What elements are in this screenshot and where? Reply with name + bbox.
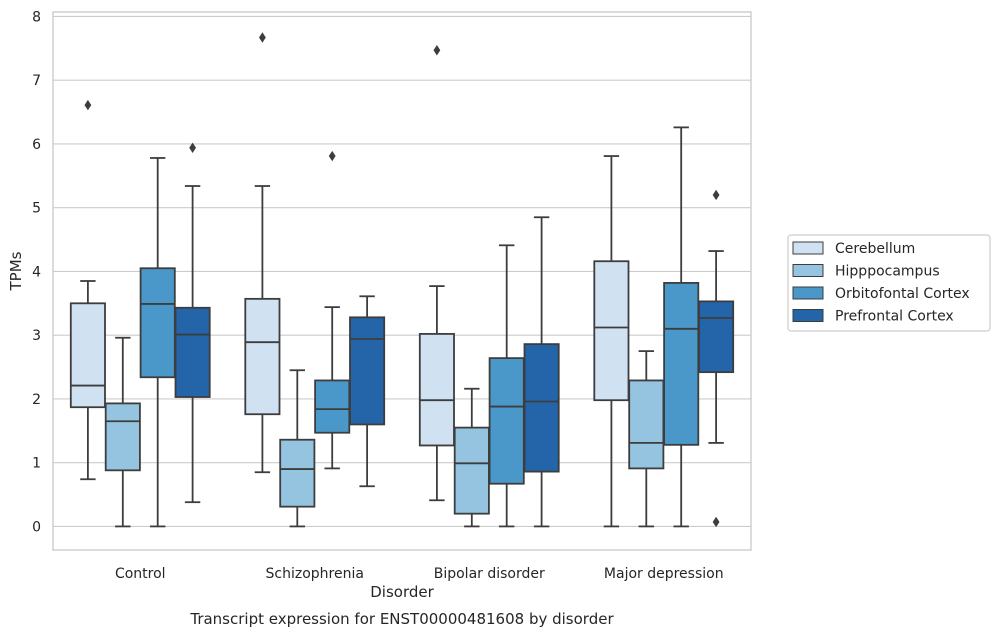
y-tick-label-5: 5 bbox=[32, 201, 41, 217]
y-tick-label-4: 4 bbox=[32, 264, 41, 280]
x-tick-label-0: Control bbox=[115, 566, 166, 582]
x-tick-label-1: Schizophrenia bbox=[266, 566, 364, 582]
outlier-point-0 bbox=[712, 189, 720, 201]
box-3-3 bbox=[698, 189, 735, 528]
box-iqr bbox=[418, 333, 455, 447]
box-iqr bbox=[349, 316, 386, 426]
box-0-2 bbox=[418, 45, 455, 502]
outlier-point-0 bbox=[189, 142, 196, 153]
box-0-3 bbox=[593, 155, 630, 528]
box-iqr bbox=[663, 282, 700, 446]
legend-item-2: Orbitofontal Cortex bbox=[792, 286, 970, 302]
x-tick-label-3: Major depression bbox=[604, 566, 724, 582]
box-iqr bbox=[698, 300, 735, 374]
box-3-1 bbox=[349, 295, 386, 488]
box-iqr bbox=[279, 438, 316, 508]
x-tick-label-2: Bipolar disorder bbox=[434, 566, 545, 582]
box-iqr bbox=[139, 267, 176, 379]
outlier-point-0 bbox=[433, 45, 441, 56]
series-3 bbox=[174, 142, 735, 528]
y-tick-label-8: 8 bbox=[32, 9, 41, 25]
outlier-point-0 bbox=[328, 150, 336, 162]
legend-frame bbox=[787, 234, 991, 332]
y-tick-label-3: 3 bbox=[32, 328, 41, 344]
y-tick-label-6: 6 bbox=[32, 137, 41, 153]
box-2-2 bbox=[488, 244, 525, 528]
box-iqr bbox=[523, 343, 560, 473]
box-iqr bbox=[628, 379, 665, 470]
box-3-2 bbox=[523, 216, 560, 528]
plot-frame bbox=[52, 11, 752, 551]
legend-label: Hipppocampus bbox=[835, 264, 940, 280]
legend-swatch bbox=[792, 264, 824, 277]
outlier-point-0 bbox=[259, 32, 266, 43]
box-iqr bbox=[69, 302, 106, 409]
outlier-point-1 bbox=[712, 516, 720, 528]
box-iqr bbox=[174, 306, 211, 398]
box-iqr bbox=[593, 260, 630, 402]
box-2-0 bbox=[139, 157, 176, 528]
series-2 bbox=[139, 126, 700, 528]
y-tick-label-7: 7 bbox=[32, 73, 41, 89]
box-0-1 bbox=[244, 32, 281, 474]
y-tick-label-0: 0 bbox=[32, 519, 41, 535]
box-iqr bbox=[244, 297, 281, 416]
series-1 bbox=[104, 336, 665, 528]
box-0-0 bbox=[69, 99, 106, 481]
box-1-1 bbox=[279, 369, 316, 528]
box-iqr bbox=[314, 379, 351, 434]
plot-area: 0 1 2 3 4 5 6 7 8 Control Schizophrenia Bipolar dis… bbox=[32, 9, 752, 582]
legend-swatch bbox=[792, 241, 824, 255]
legend-item-0: Cerebellum bbox=[792, 241, 915, 257]
box-3-0 bbox=[174, 142, 211, 504]
box-iqr bbox=[453, 426, 490, 515]
box-1-3 bbox=[628, 350, 665, 528]
y-tick-label-2: 2 bbox=[32, 392, 41, 408]
legend-swatch bbox=[792, 286, 824, 300]
x-axis-title: Disorder bbox=[370, 583, 434, 601]
legend-swatch bbox=[792, 309, 824, 322]
legend-label: Cerebellum bbox=[835, 241, 915, 257]
series-0 bbox=[69, 32, 630, 528]
legend-label: Orbitofontal Cortex bbox=[835, 286, 970, 302]
legend-item-1: Hipppocampus bbox=[792, 264, 940, 280]
legend: Cerebellum Hipppocampus Orbitofontal Corte… bbox=[787, 234, 991, 332]
box-1-2 bbox=[453, 387, 490, 528]
box-iqr bbox=[488, 357, 525, 485]
box-2-3 bbox=[663, 126, 700, 528]
y-tick-label-1: 1 bbox=[32, 456, 41, 472]
legend-label: Prefrontal Cortex bbox=[835, 309, 954, 325]
box-1-0 bbox=[104, 336, 141, 528]
y-axis-title: TPMs bbox=[7, 251, 25, 291]
outlier-point-0 bbox=[84, 99, 92, 111]
chart-caption: Transcript expression for ENST0000048160… bbox=[189, 610, 614, 628]
legend-item-3: Prefrontal Cortex bbox=[792, 309, 954, 325]
box-iqr bbox=[104, 402, 141, 472]
